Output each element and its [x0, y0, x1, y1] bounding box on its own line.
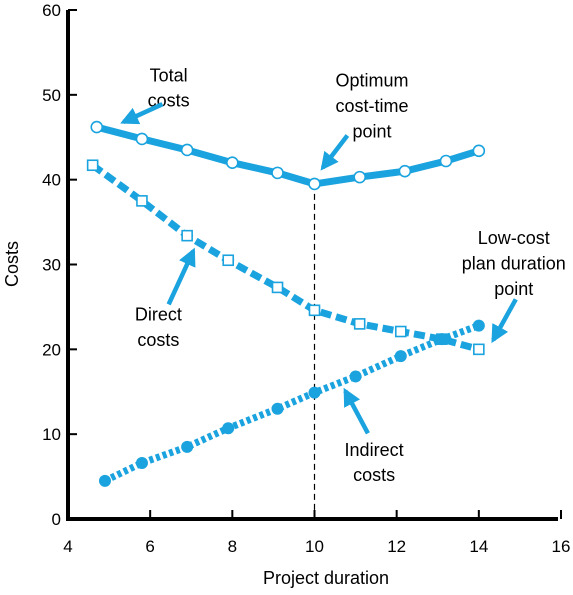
annotation-arrow	[491, 298, 518, 344]
data-point-total	[180, 143, 194, 157]
annotation-arrow	[120, 102, 164, 125]
annotation-text: Indirect	[345, 440, 404, 460]
annotation-text: point	[494, 279, 533, 299]
annotation-low-cost: Low-cost plan duration point	[462, 228, 566, 344]
annotation-arrow	[320, 134, 350, 171]
x-tick-label: 6	[145, 537, 154, 556]
data-point-indirect	[98, 474, 111, 487]
data-point-indirect	[222, 422, 235, 435]
y-ticks: 0 10 20 30 40 50 60	[42, 1, 77, 529]
y-tick-label: 60	[42, 1, 61, 20]
annotation-text: Total	[150, 65, 188, 85]
data-point-direct	[353, 318, 366, 330]
y-tick-label: 40	[42, 171, 61, 190]
annotation-text: Direct	[135, 304, 182, 324]
x-ticks: 4 6 8 10 12 14 16	[63, 510, 570, 556]
data-point-direct	[308, 304, 321, 317]
annotation-text: Low-cost	[478, 228, 550, 248]
data-point-indirect	[435, 333, 448, 346]
y-tick-label: 30	[42, 256, 61, 275]
data-point-total	[226, 156, 239, 169]
y-tick-label: 20	[42, 340, 61, 359]
data-point-direct	[394, 325, 407, 338]
annotation-arrow	[343, 387, 370, 435]
y-tick-label: 50	[42, 86, 61, 105]
data-point-indirect	[394, 350, 407, 363]
annotation-indirect-costs: Indirect costs	[343, 387, 404, 485]
y-tick-label: 0	[52, 510, 61, 529]
data-point-total	[135, 132, 149, 146]
data-point-total	[398, 164, 412, 178]
y-axis-label: Costs	[2, 241, 22, 287]
data-point-direct	[86, 159, 99, 172]
annotation-text: costs	[353, 465, 395, 485]
annotation-text: costs	[137, 330, 179, 350]
data-point-indirect	[472, 319, 485, 332]
data-point-direct	[136, 195, 148, 207]
data-point-total	[353, 170, 366, 184]
data-point-direct	[271, 281, 284, 294]
y-tick-label: 10	[42, 425, 61, 444]
x-tick-label: 12	[387, 537, 406, 556]
annotation-text: cost-time	[336, 96, 409, 116]
annotations: TotalcostsOptimumcost-timepointDirectcos…	[120, 65, 566, 485]
data-point-indirect	[349, 370, 362, 383]
data-point-direct	[181, 229, 193, 242]
x-tick-label: 14	[469, 537, 488, 556]
data-point-indirect	[271, 402, 284, 415]
annotation-arrow	[166, 247, 196, 306]
data-point-direct	[473, 343, 485, 356]
annotation-text: Optimum	[336, 70, 409, 90]
data-point-total	[439, 154, 453, 168]
data-point-direct	[222, 254, 235, 267]
series-lines	[90, 123, 481, 484]
data-point-total	[90, 120, 104, 134]
annotation-direct-costs: Direct costs	[135, 247, 196, 350]
x-tick-label: 10	[305, 537, 324, 556]
series-markers	[86, 120, 486, 487]
data-point-total	[271, 166, 284, 180]
data-point-indirect	[181, 440, 194, 453]
annotation-text: plan duration	[462, 254, 566, 274]
x-axis-label: Project duration	[263, 568, 389, 588]
x-tick-label: 16	[552, 537, 571, 556]
series-line-total	[95, 123, 480, 188]
data-point-indirect	[308, 386, 321, 399]
x-tick-label: 8	[228, 537, 237, 556]
annotation-optimum: Optimum cost-time point	[320, 70, 409, 171]
series-line-indirect	[103, 322, 481, 484]
data-point-total	[308, 177, 321, 191]
x-tick-label: 4	[63, 537, 72, 556]
data-point-total	[472, 144, 486, 158]
data-point-indirect	[135, 457, 148, 470]
series-line-direct	[90, 162, 480, 353]
annotation-text: point	[352, 121, 391, 141]
